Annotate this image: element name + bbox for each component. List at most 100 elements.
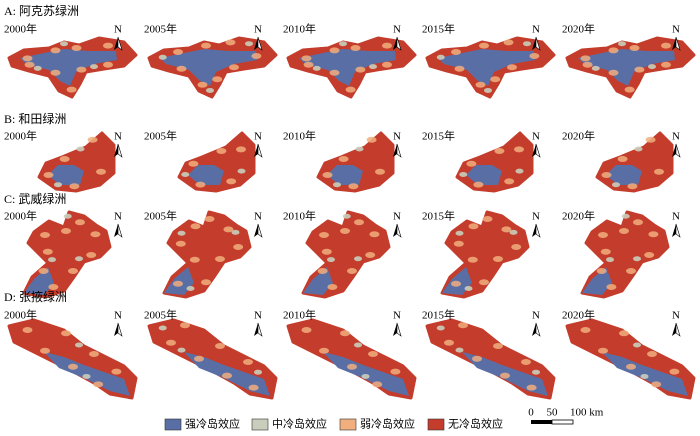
patch: [601, 172, 612, 178]
scale-bar: [531, 420, 552, 424]
patch: [503, 39, 514, 46]
patch: [582, 61, 593, 68]
patch: [629, 45, 640, 51]
north-arrow: [532, 224, 536, 237]
patch: [596, 268, 607, 274]
patch: [216, 148, 227, 154]
patch: [372, 381, 383, 388]
patch: [345, 86, 356, 93]
patch: [648, 231, 659, 238]
patch: [327, 257, 335, 263]
patch: [619, 228, 629, 234]
patch: [644, 252, 655, 258]
patch: [645, 136, 656, 143]
patch: [475, 81, 486, 88]
patch: [68, 363, 78, 370]
patch: [90, 231, 101, 238]
patch: [176, 65, 187, 72]
patch: [226, 178, 237, 185]
patch: [175, 240, 186, 247]
patch: [618, 41, 626, 47]
patch: [60, 41, 68, 47]
north-label: N: [254, 131, 262, 143]
map-panel: 2005年 N: [144, 22, 278, 99]
scale-label: 0: [528, 407, 534, 419]
patch: [382, 42, 392, 49]
patch: [166, 339, 176, 346]
patch: [598, 347, 608, 354]
patch: [529, 53, 540, 59]
north-arrow: [393, 37, 397, 50]
north-arrow: [396, 143, 402, 158]
patch: [453, 240, 464, 247]
north-arrow: [254, 37, 258, 50]
patch: [436, 325, 445, 331]
patch: [621, 213, 630, 219]
north-arrow: [535, 36, 541, 51]
year-label: 2005年: [144, 209, 177, 223]
north-label: N: [393, 310, 401, 322]
oasis-core: [327, 165, 363, 185]
map-panel: 2020年 N: [562, 129, 681, 193]
patch: [177, 347, 186, 353]
oasis-core: [466, 165, 502, 185]
patch: [327, 284, 338, 290]
north-arrow: [675, 223, 681, 238]
oasis-core: [303, 267, 333, 295]
patch: [86, 252, 97, 258]
oasis-core: [24, 267, 54, 295]
patch: [40, 232, 50, 238]
north-arrow: [672, 144, 676, 157]
patch: [329, 69, 340, 76]
patch: [93, 381, 104, 388]
patch: [229, 64, 239, 71]
map-panel: 2015年 N: [422, 22, 556, 99]
north-label: N: [254, 211, 262, 223]
north-arrow: [396, 36, 402, 51]
patch: [626, 363, 636, 370]
patch: [188, 160, 199, 167]
patch: [507, 64, 517, 71]
patch: [451, 49, 461, 55]
patch: [369, 64, 377, 70]
patch: [354, 342, 362, 348]
patch: [354, 219, 364, 226]
patch: [301, 55, 312, 62]
patch: [38, 268, 49, 274]
oasis-core: [578, 49, 675, 86]
patch: [600, 248, 611, 255]
patch: [455, 230, 464, 236]
year-label: 2020年: [562, 209, 595, 223]
patch: [526, 384, 537, 391]
year-label: 2010年: [283, 129, 316, 143]
north-arrow: [532, 323, 536, 336]
patch: [451, 280, 461, 287]
patch: [317, 268, 328, 274]
patch: [467, 256, 478, 263]
patch: [233, 244, 244, 250]
patch: [640, 373, 649, 379]
row-title: B: 和田绿洲: [4, 111, 66, 126]
patch: [482, 216, 493, 222]
north-arrow: [257, 322, 263, 337]
north-label: N: [672, 211, 680, 223]
patch: [75, 342, 83, 348]
patch: [591, 65, 600, 71]
patch: [340, 228, 350, 234]
north-arrow: [114, 224, 118, 237]
patch: [606, 284, 617, 290]
patch: [661, 42, 671, 49]
north-arrow: [672, 37, 676, 50]
patch: [365, 252, 376, 258]
map-panel: 2020年 N: [562, 22, 696, 99]
patch: [347, 268, 357, 274]
patch: [87, 136, 98, 143]
year-label: 2000年: [4, 209, 37, 223]
year-label: 2020年: [562, 129, 595, 143]
north-label: N: [114, 24, 122, 36]
patch: [61, 228, 71, 234]
patch: [254, 369, 262, 375]
map-panel: 2020年 N: [562, 308, 696, 400]
oasis-core: [48, 165, 84, 185]
north-arrow: [117, 143, 123, 158]
